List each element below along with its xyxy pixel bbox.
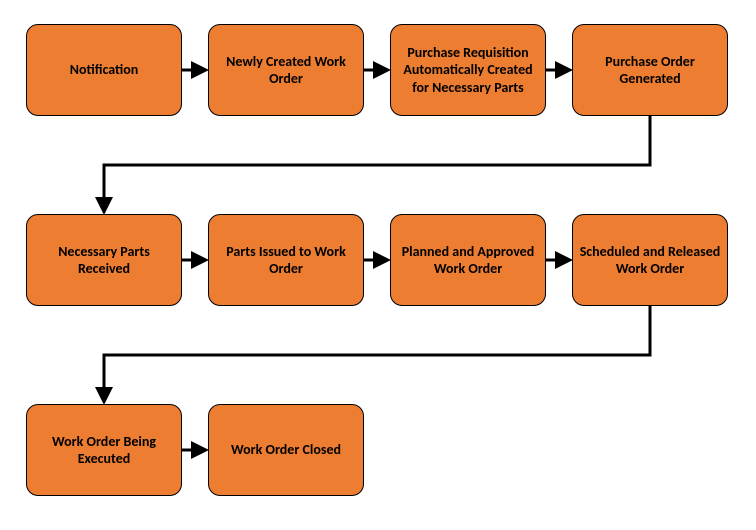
flowchart-node-n10: Work Order Closed [208, 404, 364, 496]
flowchart-node-n5: Necessary Parts Received [26, 214, 182, 306]
flowchart-node-n9: Work Order Being Executed [26, 404, 182, 496]
flowchart-node-n1: Notification [26, 24, 182, 116]
flowchart-node-n2: Newly Created Work Order [208, 24, 364, 116]
flowchart-node-n6: Parts Issued to Work Order [208, 214, 364, 306]
flowchart-node-n7: Planned and Approved Work Order [390, 214, 546, 306]
flowchart-node-n8: Scheduled and Released Work Order [572, 214, 728, 306]
flowchart-node-n4: Purchase Order Generated [572, 24, 728, 116]
flowchart-node-n3: Purchase Requisition Automatically Creat… [390, 24, 546, 116]
